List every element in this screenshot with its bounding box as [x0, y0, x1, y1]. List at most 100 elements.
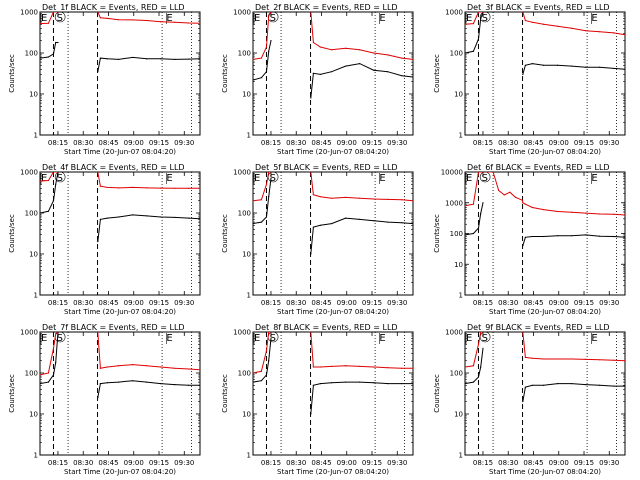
data-point-lld: [345, 365, 347, 367]
data-point-events: [40, 383, 41, 385]
data-point-lld: [480, 332, 482, 333]
data-point-lld: [477, 343, 480, 345]
data-point-events: [312, 72, 314, 74]
data-point-events: [387, 71, 389, 73]
x-tick-label: 08:45: [523, 459, 543, 467]
x-axis-label: Start Time (20-Jun-07 08:04:20): [277, 308, 389, 316]
data-point-lld: [319, 366, 321, 368]
data-point-events: [472, 50, 475, 52]
data-point-lld: [373, 52, 375, 54]
data-point-events: [174, 216, 176, 219]
data-point-lld: [542, 358, 545, 360]
data-point-events: [99, 218, 101, 220]
data-point-lld: [373, 198, 375, 200]
data-point-events: [359, 218, 361, 220]
data-point-events: [106, 217, 108, 219]
s-marker: S: [270, 13, 276, 24]
data-point-lld: [330, 365, 333, 367]
e-marker-left: E: [41, 13, 47, 24]
y-tick-label: 1: [247, 452, 251, 460]
data-point-lld: [99, 185, 101, 187]
data-point-lld: [146, 365, 148, 367]
data-point-events: [599, 384, 601, 386]
data-point-lld: [472, 365, 475, 367]
data-point-events: [465, 383, 466, 385]
data-point-events: [47, 210, 50, 212]
x-tick-label: 08:15: [48, 299, 68, 307]
data-point-events: [265, 71, 268, 73]
y-tick-label: 100: [450, 230, 463, 238]
x-tick-label: 09:15: [149, 139, 169, 147]
y-tick-label: 1000: [445, 329, 463, 337]
data-point-events: [624, 68, 625, 70]
x-tick-label: 09:30: [599, 139, 619, 147]
data-point-events: [613, 235, 615, 238]
data-point-events: [345, 65, 347, 67]
data-point-lld: [99, 367, 101, 369]
data-point-lld: [522, 12, 524, 13]
y-tick-label: 1: [247, 292, 251, 300]
data-point-lld: [624, 34, 625, 36]
data-point-events: [480, 366, 482, 368]
series-line-events: [465, 348, 625, 402]
panel-title: Det_7f BLACK = Events, RED = LLD: [42, 323, 185, 332]
series-line-events: [40, 172, 200, 242]
data-point-lld: [199, 187, 200, 189]
data-point-events: [477, 376, 480, 378]
data-point-events: [52, 374, 55, 376]
data-point-events: [531, 63, 533, 65]
series-line-events: [253, 338, 413, 415]
data-point-events: [613, 67, 615, 70]
data-point-events: [117, 216, 120, 218]
series-line-events: [40, 42, 200, 72]
data-point-events: [557, 64, 559, 66]
x-tick-label: 08:45: [98, 299, 118, 307]
y-tick-label: 1000: [20, 169, 38, 177]
panel-3: Det_3f BLACK = Events, RED = LLD 1 10 100 10…: [433, 3, 626, 156]
panel-title: Det_8f BLACK = Events, RED = LLD: [255, 323, 398, 332]
data-point-lld: [557, 25, 559, 27]
data-point-lld: [571, 211, 573, 213]
data-point-lld: [97, 332, 99, 333]
y-tick-label: 1000: [20, 329, 38, 337]
plot-frame: [39, 11, 201, 136]
data-point-lld: [531, 21, 533, 23]
data-point-events: [52, 53, 55, 55]
s-marker: S: [270, 173, 276, 184]
data-point-events: [412, 223, 413, 225]
x-tick-label: 08:15: [261, 139, 281, 147]
data-point-events: [47, 381, 50, 383]
data-point-lld: [599, 31, 601, 33]
panel-7: Det_7f BLACK = Events, RED = LLD 1 10 100 10…: [8, 323, 201, 476]
data-point-events: [174, 58, 176, 60]
data-point-events: [330, 71, 333, 73]
data-point-lld: [265, 46, 268, 48]
y-tick-label: 10: [454, 261, 463, 269]
data-point-events: [585, 66, 587, 68]
y-tick-label: 100: [25, 210, 38, 218]
s-marker: S: [482, 173, 488, 184]
x-axis-label: Start Time (20-Jun-07 08:04:20): [489, 148, 601, 156]
data-point-lld: [55, 172, 57, 173]
data-point-lld: [571, 358, 573, 360]
data-point-events: [557, 235, 559, 237]
data-point-events: [146, 58, 148, 60]
y-tick-label: 10: [29, 91, 38, 99]
x-tick-label: 09:30: [387, 459, 407, 467]
data-point-events: [132, 214, 134, 216]
x-axis-label: Start Time (20-Jun-07 08:04:20): [64, 468, 176, 476]
data-point-lld: [268, 15, 270, 17]
y-tick-label: 1: [34, 292, 38, 300]
data-point-lld: [253, 58, 254, 60]
data-point-lld: [412, 58, 413, 60]
y-tick-label: 1: [459, 292, 463, 300]
data-point-lld: [253, 200, 254, 202]
data-point-events: [373, 220, 375, 222]
e-marker-left: E: [466, 333, 472, 344]
data-point-lld: [57, 332, 59, 333]
x-tick-label: 08:45: [311, 139, 331, 147]
x-tick-label: 09:00: [549, 139, 569, 147]
data-point-events: [260, 221, 263, 223]
data-point-lld: [160, 187, 162, 189]
